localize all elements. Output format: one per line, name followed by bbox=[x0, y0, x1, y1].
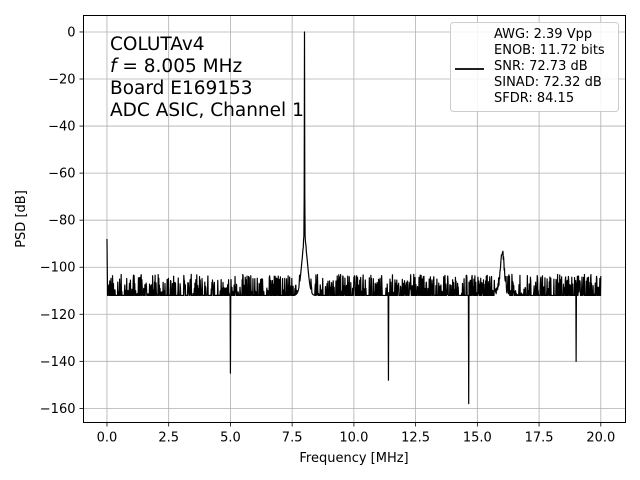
legend: AWG: 2.39 Vpp ENOB: 11.72 bits SNR: 72.7… bbox=[450, 22, 619, 112]
annotation-line-4: ADC ASIC, Channel 1 bbox=[110, 100, 304, 121]
annotation-freq-value: = 8.005 MHz bbox=[117, 56, 243, 77]
annotation-line-2: f = 8.005 MHz bbox=[110, 56, 242, 77]
annotation-line-1: COLUTAv4 bbox=[110, 34, 205, 55]
y-tick-label: −20 bbox=[48, 73, 75, 88]
y-axis-label: PSD [dB] bbox=[14, 190, 29, 248]
legend-entry-awg: AWG: 2.39 Vpp bbox=[494, 27, 592, 42]
x-axis-label: Frequency [MHz] bbox=[299, 451, 408, 466]
y-tick-label: −120 bbox=[40, 308, 76, 323]
x-tick-label: 15.0 bbox=[463, 431, 492, 446]
x-tick-label: 7.5 bbox=[282, 431, 303, 446]
y-tick-label: −60 bbox=[48, 167, 75, 182]
y-tick-label: −140 bbox=[40, 355, 76, 370]
legend-entry-sinad: SINAD: 72.32 dB bbox=[494, 75, 602, 90]
legend-entry-snr: SNR: 72.73 dB bbox=[494, 59, 588, 74]
y-tick-label: −160 bbox=[40, 402, 76, 417]
x-tick-label: 10.0 bbox=[339, 431, 368, 446]
psd-trace-line bbox=[106, 31, 602, 405]
annotation-freq-symbol: f bbox=[110, 56, 119, 77]
psd-trace bbox=[106, 31, 602, 405]
x-tick-label: 12.5 bbox=[401, 431, 430, 446]
y-tick-label: 0 bbox=[67, 25, 75, 40]
y-tick-label: −40 bbox=[48, 120, 75, 135]
plot-frame bbox=[83, 15, 626, 423]
y-axis-ticks: 0 −20 −40 −60 −80 −100 −120 −140 −160 bbox=[40, 25, 84, 417]
legend-box bbox=[450, 22, 619, 112]
x-tick-label: 5.0 bbox=[220, 431, 241, 446]
y-tick-label: −100 bbox=[40, 261, 76, 276]
legend-entry-enob: ENOB: 11.72 bits bbox=[494, 43, 605, 58]
x-tick-label: 0.0 bbox=[97, 431, 118, 446]
annotation-block: COLUTAv4 f = 8.005 MHz Board E169153 ADC… bbox=[110, 34, 304, 121]
annotation-line-3: Board E169153 bbox=[110, 78, 253, 99]
x-axis-ticks: 0.0 2.5 5.0 7.5 10.0 12.5 15.0 17.5 20.0 bbox=[97, 422, 615, 446]
y-tick-label: −80 bbox=[48, 214, 75, 229]
legend-entry-sfdr: SFDR: 84.15 bbox=[494, 91, 574, 106]
x-tick-label: 20.0 bbox=[586, 431, 615, 446]
x-tick-label: 2.5 bbox=[158, 431, 179, 446]
x-tick-label: 17.5 bbox=[525, 431, 554, 446]
